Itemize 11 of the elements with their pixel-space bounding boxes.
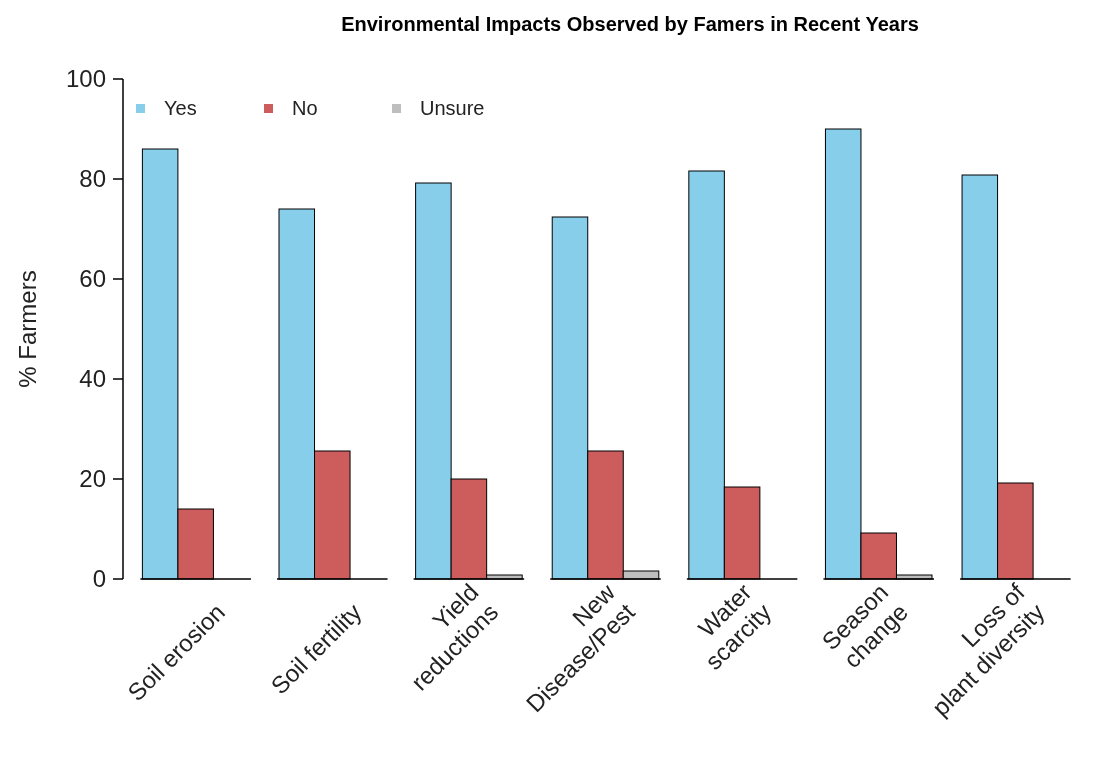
y-tick-label: 0 xyxy=(92,565,106,593)
legend-label: No xyxy=(292,97,318,119)
y-axis-title: % Farmers xyxy=(14,270,41,388)
y-tick-label: 40 xyxy=(79,365,106,393)
y-tick-label: 20 xyxy=(79,465,106,493)
y-tick-label: 60 xyxy=(79,265,106,293)
legend-label: Unsure xyxy=(420,97,485,119)
legend-label: Yes xyxy=(164,97,197,119)
y-tick-label: 80 xyxy=(79,165,106,193)
y-tick-label: 100 xyxy=(65,65,106,93)
chart-title: Environmental Impacts Observed by Famers in Recent Years xyxy=(341,13,919,35)
